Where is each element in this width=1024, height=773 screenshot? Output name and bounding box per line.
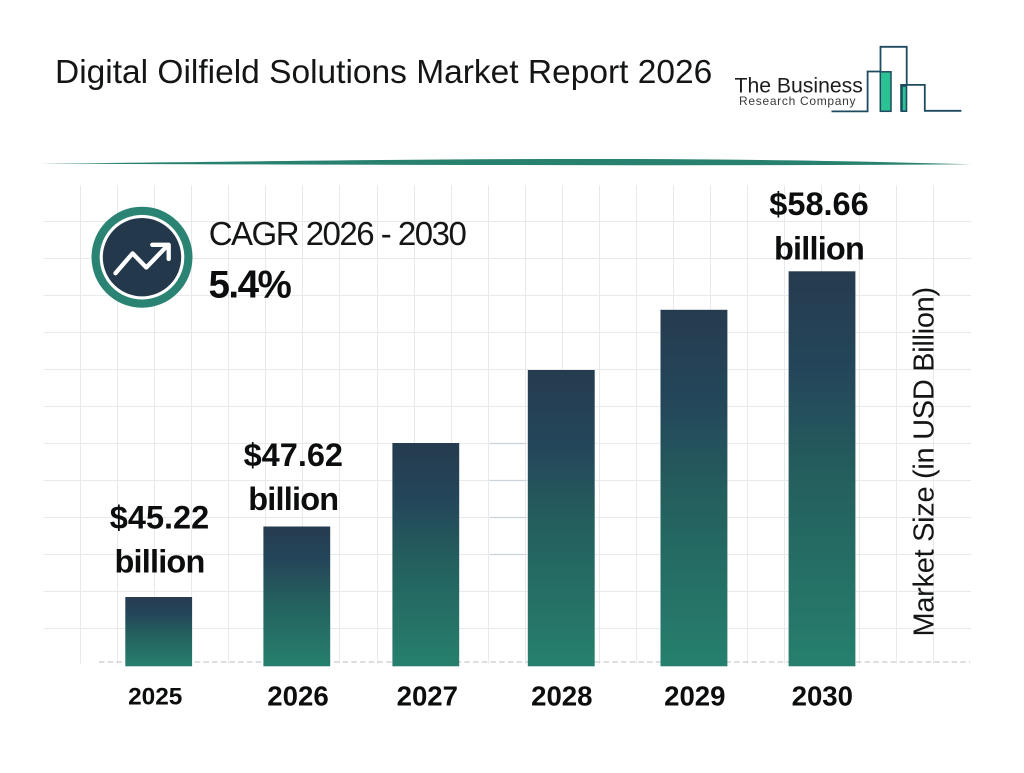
svg-text:billion: billion — [248, 481, 338, 517]
svg-text:$58.66: $58.66 — [769, 186, 868, 222]
svg-text:2028: 2028 — [531, 681, 592, 712]
svg-text:The Business: The Business — [735, 74, 863, 97]
svg-text:2027: 2027 — [397, 681, 458, 712]
svg-text:2029: 2029 — [664, 681, 725, 712]
svg-text:2025: 2025 — [128, 683, 182, 710]
svg-text:billion: billion — [114, 543, 204, 579]
svg-text:Market Size (in USD Billion): Market Size (in USD Billion) — [909, 287, 941, 636]
svg-text:Research Company: Research Company — [739, 94, 856, 108]
svg-text:$45.22: $45.22 — [110, 499, 209, 535]
svg-text:2026: 2026 — [267, 681, 328, 712]
svg-text:Digital Oilfield Solutions Mar: Digital Oilfield Solutions Market Report… — [55, 54, 712, 91]
svg-text:2030: 2030 — [792, 681, 853, 712]
svg-text:billion: billion — [774, 230, 864, 266]
svg-text:5.4%: 5.4% — [209, 263, 292, 306]
svg-text:CAGR 2026 - 2030: CAGR 2026 - 2030 — [209, 215, 467, 252]
svg-text:$47.62: $47.62 — [244, 437, 343, 473]
